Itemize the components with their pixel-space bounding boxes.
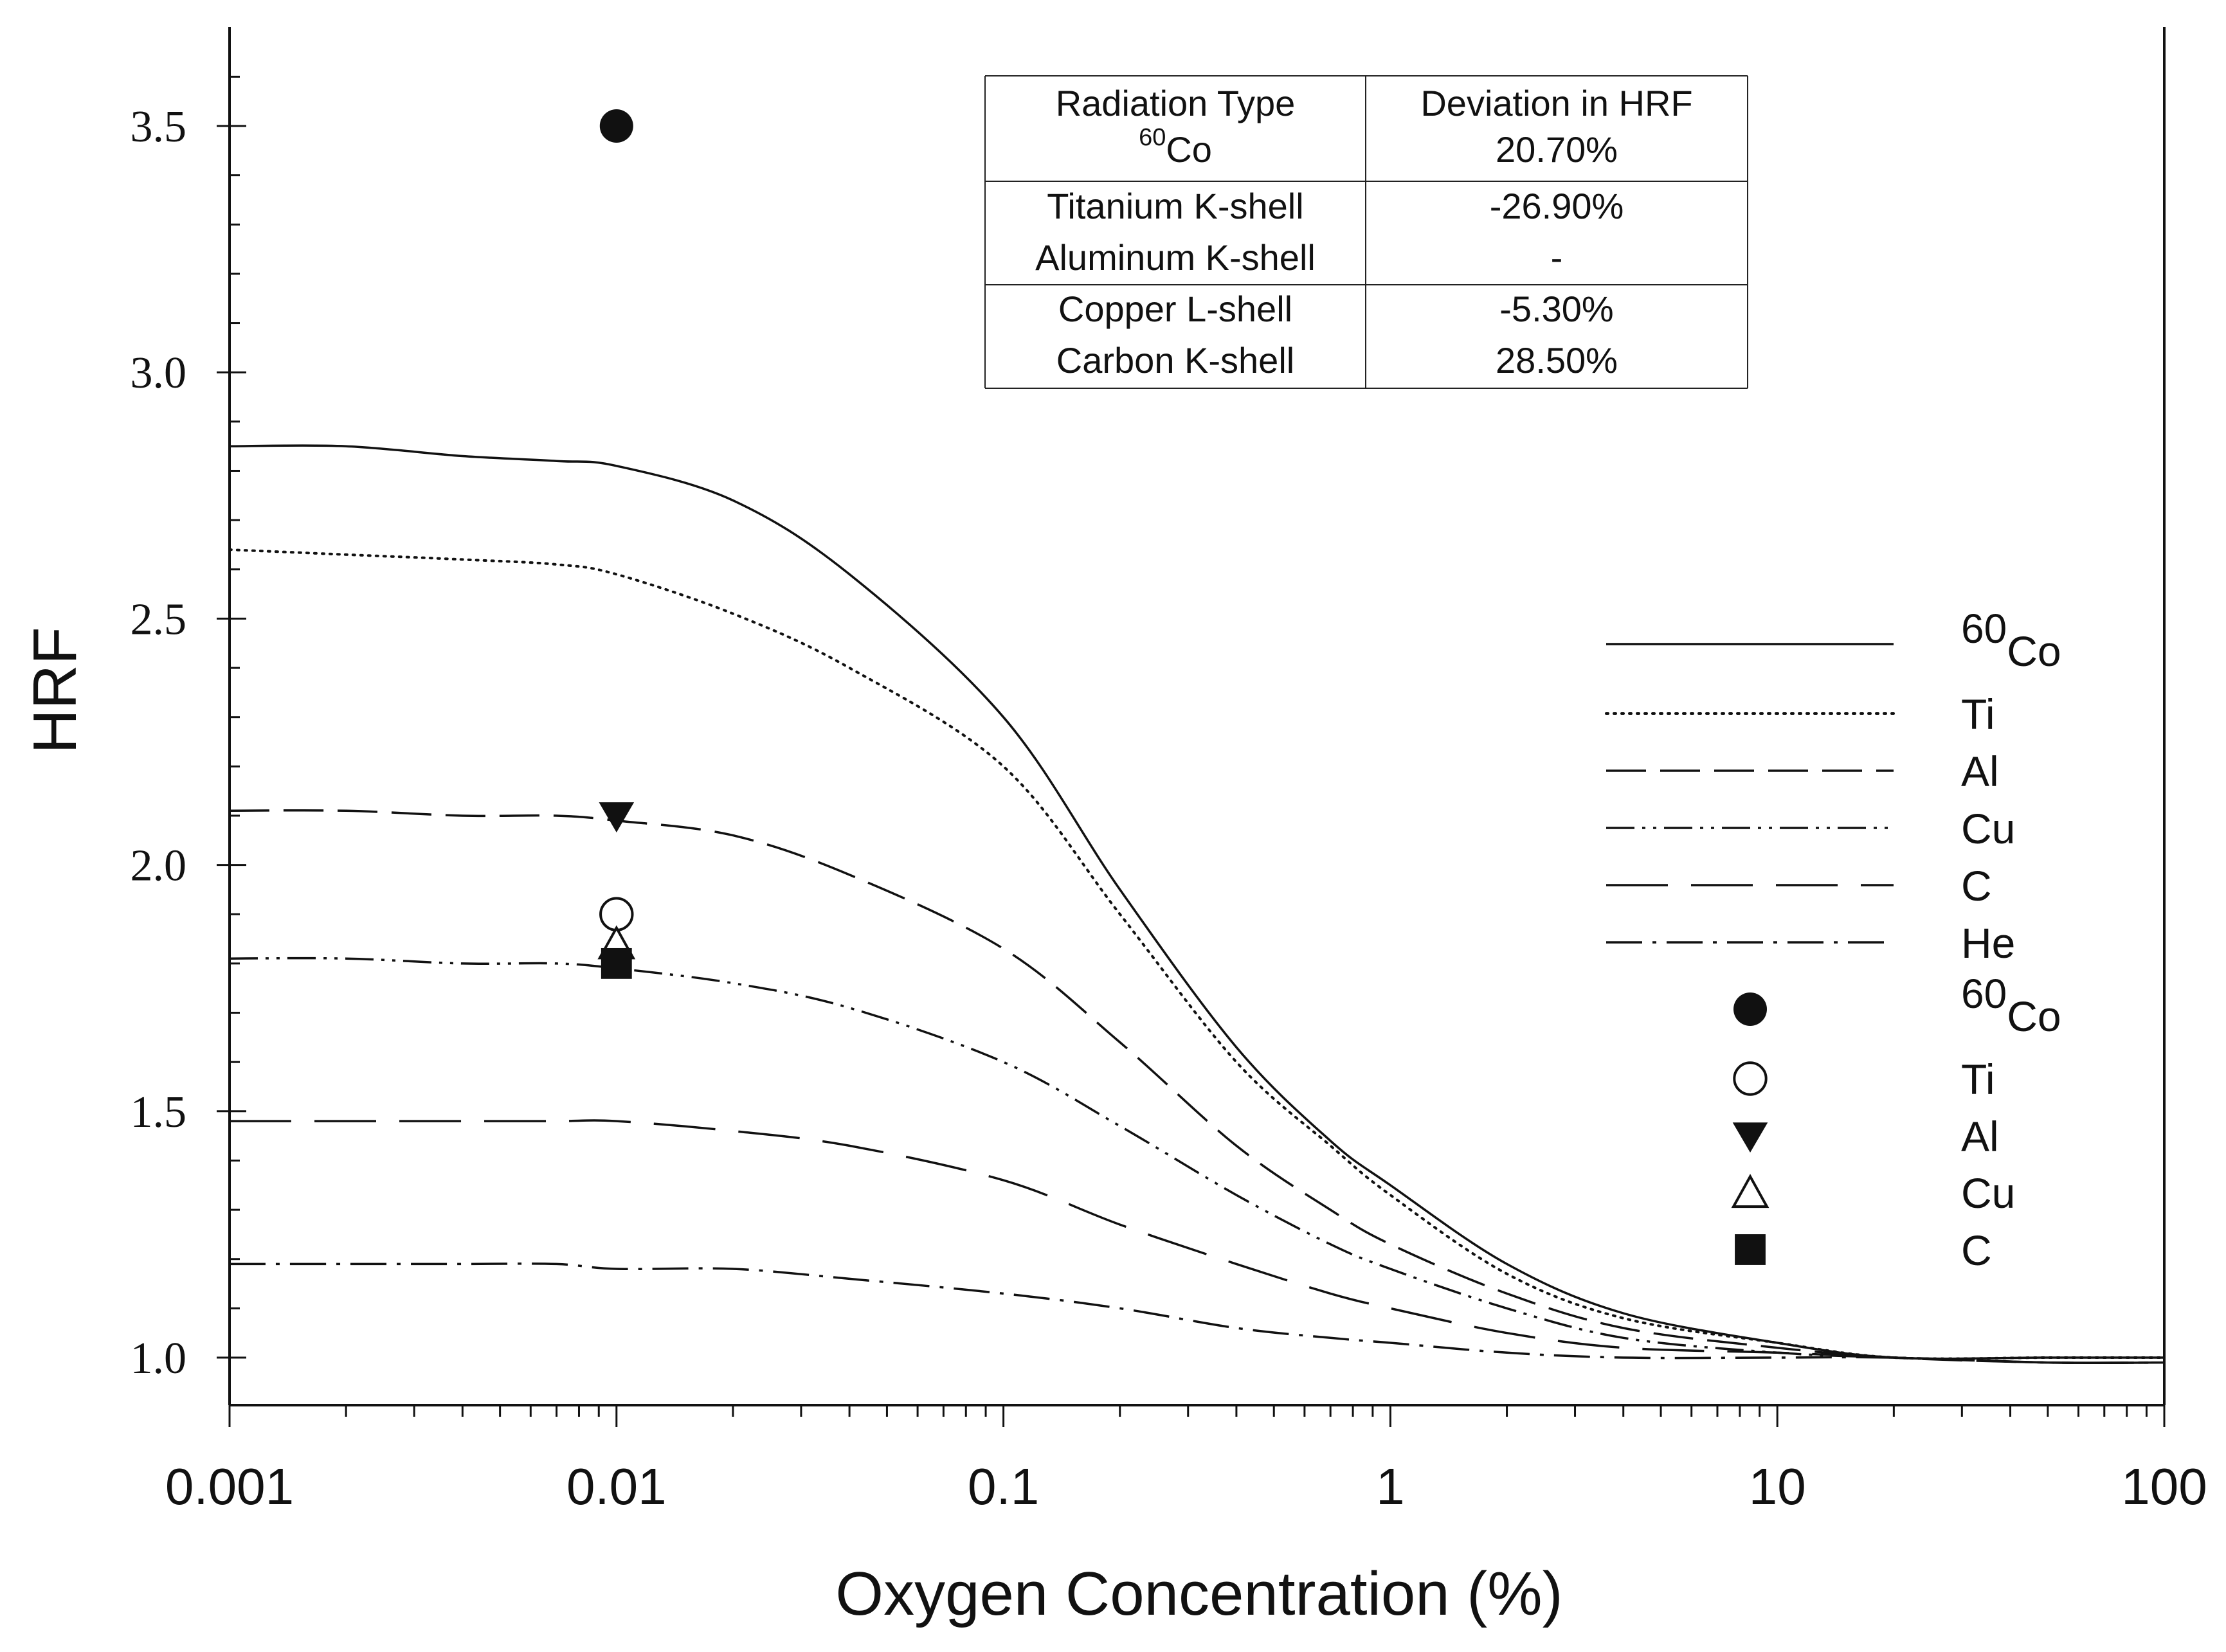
- legend-label: Al: [1961, 748, 1999, 795]
- legend-label: C: [1961, 1226, 1992, 1274]
- series-line-c: [230, 1119, 2165, 1364]
- x-tick-label: 0.001: [165, 1458, 294, 1515]
- table-cell-type: 60Co: [1139, 124, 1212, 170]
- table-cell-type: Copper L-shell: [1058, 289, 1292, 329]
- series-layer: [228, 444, 2166, 1364]
- x-tick-label: 100: [2121, 1458, 2207, 1515]
- legend-label: He: [1961, 919, 2015, 967]
- y-tick-label: 1.5: [131, 1088, 187, 1137]
- table-cell-type: Titanium K-shell: [1047, 186, 1303, 226]
- x-tick-label: 1: [1376, 1458, 1405, 1515]
- legend-label: Ti: [1961, 690, 1995, 738]
- legend-label: Cu: [1961, 805, 2015, 852]
- series-line-al: [229, 809, 2165, 1364]
- legend-label: Al: [1961, 1113, 1999, 1160]
- series-line-he: [230, 1262, 2165, 1364]
- y-tick-label: 1.0: [131, 1334, 187, 1383]
- table-cell-deviation: -5.30%: [1499, 289, 1613, 329]
- x-tick-label: 0.1: [968, 1458, 1039, 1515]
- legend-label: Ti: [1961, 1055, 1995, 1103]
- data-point-al: [599, 802, 635, 832]
- legend-label: 60Co: [1961, 606, 2061, 675]
- data-point-co: [599, 109, 633, 143]
- y-axis-title: HRF: [21, 627, 89, 753]
- legend-label: C: [1961, 862, 1992, 910]
- table-cell-deviation: -: [1551, 237, 1563, 278]
- table-cell-deviation: -26.90%: [1490, 186, 1624, 226]
- y-tick-label: 2.5: [131, 595, 187, 644]
- table-cell-deviation: 28.50%: [1496, 340, 1618, 381]
- y-tick-label: 3.5: [131, 102, 187, 152]
- data-point-c: [601, 947, 632, 979]
- y-tick-label: 2.0: [131, 841, 187, 891]
- series-line-cu: [229, 956, 2165, 1364]
- legend-label: Cu: [1961, 1169, 2015, 1217]
- table-cell-deviation: 20.70%: [1496, 129, 1618, 170]
- table-cell-type: Carbon K-shell: [1056, 340, 1294, 381]
- legend-marker-c: [1735, 1234, 1766, 1265]
- table-header-type: Radiation Type: [1056, 83, 1296, 123]
- points-layer: [597, 109, 636, 979]
- inset-table: Radiation Type Deviation in HRF 60Co 20.70%…: [984, 75, 1748, 389]
- x-tick-label: 0.01: [566, 1458, 667, 1515]
- x-axis-title: Oxygen Concentration (%): [835, 1559, 1562, 1628]
- legend-label: 60Co: [1961, 971, 2061, 1040]
- table-header-deviation: Deviation in HRF: [1420, 83, 1692, 123]
- table-cell-type: Aluminum K-shell: [1035, 237, 1316, 278]
- legend-marker-ti: [1733, 1061, 1768, 1096]
- legend-marker-cu: [1731, 1174, 1769, 1208]
- y-tick-label: 3.0: [131, 348, 187, 398]
- legend-marker-al: [1732, 1122, 1768, 1153]
- x-tick-label: 10: [1749, 1458, 1806, 1515]
- axes-layer: 1.0 1.5 2.0 2.5 3.0 3.5 0.001 0.01 0.1 1 10 100: [131, 27, 2207, 1515]
- legend-marker-co: [1733, 992, 1767, 1026]
